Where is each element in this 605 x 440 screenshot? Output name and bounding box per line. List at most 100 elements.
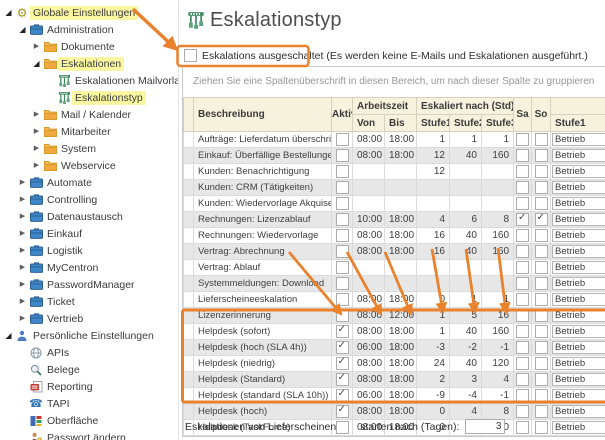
tree-item[interactable]: ▶ Dokumente bbox=[0, 38, 178, 55]
table-row[interactable]: Kunden: Benachrichtigung 12 Betrieb bbox=[183, 163, 605, 180]
cell-stufe2[interactable] bbox=[449, 179, 482, 196]
cell-von[interactable]: 08:00 bbox=[352, 371, 385, 388]
tree-item[interactable]: ▶ System bbox=[0, 140, 178, 157]
cell-stufe3[interactable]: 1 bbox=[480, 291, 515, 308]
tree-item-label[interactable]: MyCentron bbox=[47, 261, 99, 274]
sa-checkbox[interactable] bbox=[516, 181, 530, 194]
expander-icon[interactable]: ▶ bbox=[19, 247, 26, 254]
tree-item-label[interactable]: Globale Einstellungen bbox=[30, 5, 139, 20]
so-checkbox[interactable] bbox=[534, 197, 548, 210]
cell-stufe1[interactable]: 0 bbox=[416, 291, 450, 308]
cell-beschreibung[interactable]: Rechnungen: Lizenzablauf bbox=[193, 211, 332, 228]
tree-item-label[interactable]: Vertrieb bbox=[47, 312, 84, 325]
aktiv-checkbox[interactable] bbox=[335, 309, 349, 322]
column-header-so[interactable]: So bbox=[531, 97, 552, 132]
tree-item-label[interactable]: Eskalationen Mailvorlage bbox=[75, 74, 178, 87]
table-row[interactable]: Kunden: CRM (Tätigkeiten) Betrieb bbox=[183, 179, 605, 196]
cell-von[interactable]: 08:00 bbox=[352, 243, 385, 260]
cell-stufe3[interactable]: 160 bbox=[480, 227, 515, 244]
stufe1-action-combo[interactable]: Betrieb bbox=[552, 181, 605, 194]
aktiv-checkbox[interactable] bbox=[335, 213, 349, 226]
cell-stufe1[interactable] bbox=[416, 275, 450, 292]
cell-bis[interactable]: 18:00 bbox=[384, 227, 417, 244]
cell-beschreibung[interactable]: Lizenzerinnerung bbox=[193, 307, 332, 324]
column-group-eskaliert[interactable]: Eskaliert nach (Std) bbox=[415, 97, 515, 115]
cell-beschreibung[interactable]: Aufträge: Lieferdatum überschritten bbox=[193, 131, 332, 148]
column-header-stufe1[interactable]: Stufe1 bbox=[416, 114, 450, 132]
cell-stufe3[interactable]: 160 bbox=[480, 147, 515, 164]
column-header-aktiv[interactable]: Aktiv bbox=[331, 97, 353, 132]
tree-item[interactable]: ☎ TAPI bbox=[0, 395, 178, 412]
cell-stufe2[interactable]: 40 bbox=[449, 227, 482, 244]
table-row[interactable]: Rechnungen: Lizenzablauf 10:00 18:00 4 6… bbox=[183, 211, 605, 228]
cell-bis[interactable]: 18:00 bbox=[384, 243, 417, 260]
cell-beschreibung[interactable]: Helpdesk (Standard) bbox=[193, 371, 332, 388]
tree-item-label[interactable]: Reporting bbox=[47, 380, 93, 393]
expander-icon[interactable]: ▶ bbox=[19, 230, 26, 237]
cell-stufe3[interactable]: 160 bbox=[480, 243, 515, 260]
stufe1-action-combo[interactable]: Betrieb bbox=[552, 245, 605, 258]
cell-beschreibung[interactable]: Helpdesk (niedrig) bbox=[193, 355, 332, 372]
expander-icon[interactable]: ◢ bbox=[5, 8, 12, 17]
cell-stufe1[interactable] bbox=[416, 195, 450, 212]
stufe1-action-combo[interactable]: Betrieb bbox=[552, 165, 605, 178]
cell-von[interactable]: 08:00 bbox=[352, 227, 385, 244]
cell-stufe1[interactable]: 16 bbox=[416, 227, 450, 244]
stufe1-action-combo[interactable]: Betrieb bbox=[552, 213, 605, 226]
cell-von[interactable]: 06:00 bbox=[352, 339, 385, 356]
table-row[interactable]: Lizenzerinnerung 08:00 12:00 1 5 16 Betr… bbox=[183, 307, 605, 324]
cell-stufe3[interactable]: 160 bbox=[480, 323, 515, 340]
tree-item[interactable]: ◢ Persönliche Einstellungen bbox=[0, 327, 178, 344]
cell-stufe2[interactable] bbox=[449, 259, 482, 276]
expander-icon[interactable]: ▶ bbox=[19, 298, 26, 305]
cell-stufe2[interactable]: 40 bbox=[449, 323, 482, 340]
tree-item[interactable]: ▶ Webservice bbox=[0, 157, 178, 174]
sa-checkbox[interactable] bbox=[516, 389, 530, 402]
table-row[interactable]: Rechnungen: Wiedervorlage 08:00 18:00 16… bbox=[183, 227, 605, 244]
cell-stufe2[interactable]: 40 bbox=[449, 243, 482, 260]
cell-bis[interactable] bbox=[384, 195, 417, 212]
column-header-stufe3[interactable]: Stufe3 bbox=[480, 114, 515, 132]
expander-icon[interactable]: ▶ bbox=[33, 162, 40, 169]
tree-item[interactable]: ▶ MyCentron bbox=[0, 259, 178, 276]
tree-item-label[interactable]: PasswordManager bbox=[47, 278, 135, 291]
stufe1-action-combo[interactable]: Betrieb bbox=[552, 229, 605, 242]
tree-item[interactable]: ◢ Eskalationen bbox=[0, 55, 178, 72]
stufe1-action-combo[interactable]: Betrieb bbox=[552, 405, 605, 418]
table-row[interactable]: Helpdesk (TaskForce) 08:00 18:00 0 0 0 B… bbox=[183, 419, 605, 436]
cell-beschreibung[interactable]: Helpdesk (sofort) bbox=[193, 323, 332, 340]
table-row[interactable]: Aufträge: Lieferdatum überschritten 08:0… bbox=[183, 131, 605, 148]
aktiv-checkbox[interactable] bbox=[335, 149, 349, 162]
tree-item[interactable]: Oberfläche bbox=[0, 412, 178, 429]
expander-icon[interactable]: ▶ bbox=[19, 315, 26, 322]
cell-bis[interactable]: 18:00 bbox=[384, 291, 417, 308]
so-checkbox[interactable] bbox=[534, 261, 548, 274]
expander-icon[interactable]: ▶ bbox=[33, 128, 40, 135]
so-checkbox[interactable] bbox=[534, 277, 548, 290]
tree-item-label[interactable]: Persönliche Einstellungen bbox=[33, 329, 154, 342]
so-checkbox[interactable] bbox=[534, 229, 548, 242]
expander-icon[interactable]: ◢ bbox=[5, 331, 12, 340]
cell-stufe2[interactable]: 6 bbox=[449, 211, 482, 228]
cell-stufe2[interactable] bbox=[449, 275, 482, 292]
cell-stufe2[interactable]: 40 bbox=[449, 147, 482, 164]
cell-bis[interactable] bbox=[384, 163, 417, 180]
column-header-stufe1-action[interactable]: Stufe1 bbox=[550, 114, 605, 132]
cell-bis[interactable]: 18:00 bbox=[384, 323, 417, 340]
tree-item[interactable]: ▶ Vertrieb bbox=[0, 310, 178, 327]
expander-icon[interactable]: ▶ bbox=[33, 145, 40, 152]
stufe1-action-combo[interactable]: Betrieb bbox=[552, 197, 605, 210]
aktiv-checkbox[interactable] bbox=[335, 325, 349, 338]
cell-stufe3[interactable]: 4 bbox=[480, 371, 515, 388]
cell-von[interactable] bbox=[352, 259, 385, 276]
tree-item-label[interactable]: Mitarbeiter bbox=[61, 125, 111, 138]
tree-item-label[interactable]: Controlling bbox=[47, 193, 98, 206]
sa-checkbox[interactable] bbox=[516, 309, 530, 322]
cell-beschreibung[interactable]: Helpdesk (TaskForce) bbox=[193, 419, 332, 436]
expander-icon[interactable]: ▶ bbox=[19, 213, 26, 220]
aktiv-checkbox[interactable] bbox=[335, 261, 349, 274]
cell-stufe2[interactable]: -4 bbox=[449, 387, 482, 404]
stufe1-action-combo[interactable]: Betrieb bbox=[552, 277, 605, 290]
stufe1-action-combo[interactable]: Betrieb bbox=[552, 357, 605, 370]
table-row[interactable]: Helpdesk (Standard) 08:00 18:00 2 3 4 Be… bbox=[183, 371, 605, 388]
